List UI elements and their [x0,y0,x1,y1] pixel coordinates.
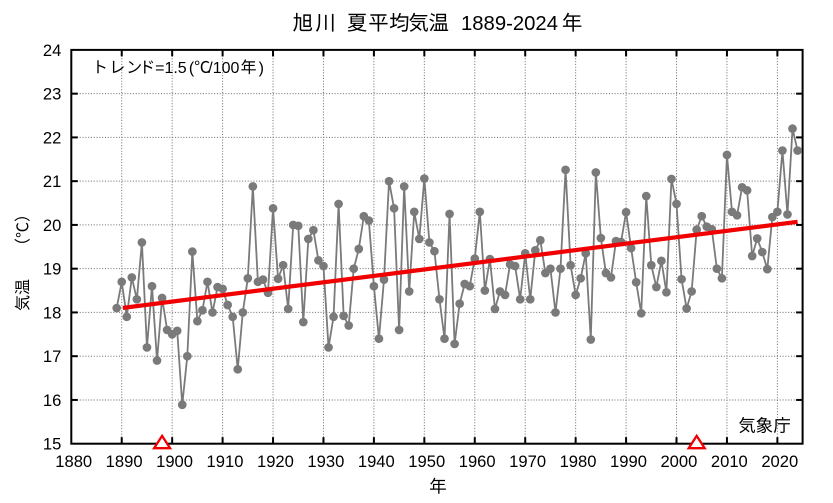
svg-text:19: 19 [43,260,61,279]
svg-text:22: 22 [43,128,61,147]
svg-text:1940: 1940 [358,452,395,471]
svg-text:1920: 1920 [257,452,294,471]
svg-text:15: 15 [43,435,61,454]
svg-text:2000: 2000 [660,452,697,471]
svg-text:17: 17 [43,347,61,366]
svg-text:1910: 1910 [207,452,244,471]
svg-text:1900: 1900 [156,452,193,471]
svg-text:24: 24 [43,41,61,60]
svg-text:1990: 1990 [610,452,647,471]
svg-text:23: 23 [43,85,61,104]
svg-text:2010: 2010 [711,452,748,471]
svg-text:1880: 1880 [55,452,92,471]
svg-text:(: ( [189,60,195,77]
svg-text:1970: 1970 [509,452,546,471]
svg-text:20: 20 [43,216,61,235]
svg-text:): ) [259,60,264,77]
svg-text:/100: /100 [208,60,239,77]
svg-text:1930: 1930 [307,452,344,471]
svg-text:=1.5: =1.5 [155,60,187,77]
svg-text:1950: 1950 [408,452,445,471]
svg-text:1890: 1890 [106,452,143,471]
svg-text:16: 16 [43,391,61,410]
svg-text:18: 18 [43,303,61,322]
svg-text:2020: 2020 [761,452,798,471]
svg-text:1889-2024: 1889-2024 [461,13,558,35]
svg-text:1960: 1960 [459,452,496,471]
svg-text:1980: 1980 [560,452,597,471]
svg-text:21: 21 [43,172,61,191]
